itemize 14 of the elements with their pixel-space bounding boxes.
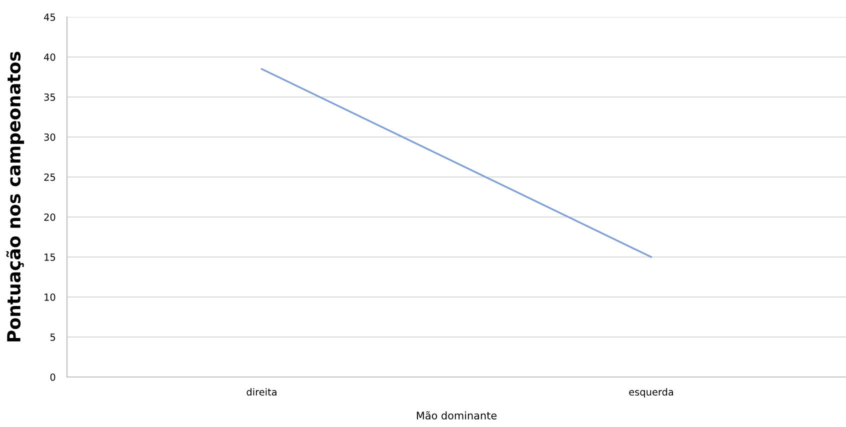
y-tick-label: 15 — [44, 254, 56, 261]
y-tick-label: 30 — [44, 133, 56, 141]
y-tick-label: 0 — [50, 373, 56, 381]
y-tick-label: 5 — [50, 334, 56, 341]
y-axis-title: Pontuação nos campeonatos — [6, 52, 24, 342]
y-tick-label: 20 — [44, 213, 56, 221]
x-axis-title: Mão dominante — [416, 411, 497, 420]
y-tick-label: 40 — [44, 53, 56, 61]
x-tick-label: esquerda — [629, 388, 674, 398]
y-tick-label: 10 — [44, 293, 56, 301]
y-tick-label: 45 — [44, 14, 56, 21]
y-tick-label: 35 — [44, 93, 56, 101]
x-tick-label: direita — [246, 388, 276, 396]
y-tick-label: 25 — [44, 173, 56, 181]
